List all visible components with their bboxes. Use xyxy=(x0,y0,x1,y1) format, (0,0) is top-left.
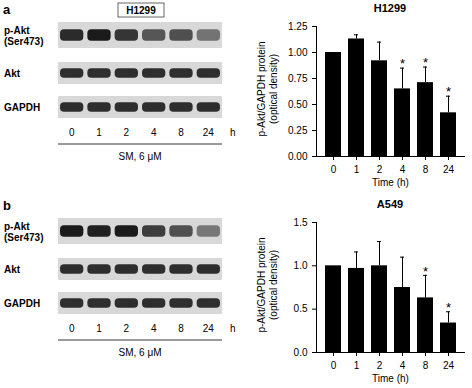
svg-text:24: 24 xyxy=(443,360,455,371)
svg-text:h: h xyxy=(230,127,236,138)
svg-text:0.25: 0.25 xyxy=(288,125,308,136)
svg-text:a: a xyxy=(3,2,11,17)
svg-text:*: * xyxy=(400,56,405,71)
svg-text:0.0: 0.0 xyxy=(294,347,308,358)
svg-text:2: 2 xyxy=(377,164,383,175)
svg-text:0: 0 xyxy=(69,127,75,138)
svg-text:4: 4 xyxy=(400,164,406,175)
svg-text:Akt: Akt xyxy=(4,68,21,79)
svg-text:*: * xyxy=(446,84,451,99)
svg-text:2: 2 xyxy=(377,360,383,371)
svg-text:8: 8 xyxy=(178,127,184,138)
svg-text:2: 2 xyxy=(124,323,130,334)
svg-text:p-Akt(Ser473): p-Akt(Ser473) xyxy=(4,25,43,47)
svg-text:24: 24 xyxy=(443,164,455,175)
svg-text:4: 4 xyxy=(151,127,157,138)
svg-text:2: 2 xyxy=(124,127,130,138)
svg-text:1: 1 xyxy=(96,323,102,334)
svg-text:H1299: H1299 xyxy=(126,5,156,16)
svg-text:1: 1 xyxy=(354,360,360,371)
svg-text:GAPDH: GAPDH xyxy=(4,102,40,113)
svg-text:0: 0 xyxy=(69,323,75,334)
html-text:A549: A549 xyxy=(376,198,404,210)
svg-text:24: 24 xyxy=(203,127,215,138)
svg-text:1.00: 1.00 xyxy=(288,47,308,58)
svg-text:4: 4 xyxy=(151,323,157,334)
svg-text:0.50: 0.50 xyxy=(288,99,308,110)
svg-text:1: 1 xyxy=(96,127,102,138)
svg-text:8: 8 xyxy=(178,323,184,334)
html-text:p-Akt/GAPDH protein (optical d: p-Akt/GAPDH protein (optical density) xyxy=(256,41,279,137)
svg-text:Akt: Akt xyxy=(4,264,21,275)
svg-text:*: * xyxy=(446,300,451,315)
html-text:H1299: H1299 xyxy=(373,2,407,14)
svg-text:1.5: 1.5 xyxy=(294,217,308,228)
svg-text:SM, 6 μM: SM, 6 μM xyxy=(119,347,162,358)
svg-text:GAPDH: GAPDH xyxy=(4,298,40,309)
svg-text:24: 24 xyxy=(203,323,215,334)
svg-text:1.0: 1.0 xyxy=(294,260,308,271)
svg-text:0.75: 0.75 xyxy=(288,73,308,84)
svg-text:1: 1 xyxy=(354,164,360,175)
svg-text:*: * xyxy=(423,264,428,279)
svg-text:4: 4 xyxy=(400,360,406,371)
svg-text:Time (h): Time (h) xyxy=(372,373,409,384)
svg-text:0: 0 xyxy=(331,164,337,175)
svg-text:8: 8 xyxy=(423,360,429,371)
svg-text:0.00: 0.00 xyxy=(288,151,308,162)
svg-text:*: * xyxy=(423,55,428,70)
svg-text:1.25: 1.25 xyxy=(288,21,308,32)
svg-text:h: h xyxy=(230,323,236,334)
svg-text:Time (h): Time (h) xyxy=(372,177,409,188)
svg-text:b: b xyxy=(3,198,11,213)
svg-text:0: 0 xyxy=(331,360,337,371)
svg-text:8: 8 xyxy=(423,164,429,175)
svg-text:0.5: 0.5 xyxy=(294,303,308,314)
html-text:p-Akt/GAPDH protein (optical d: p-Akt/GAPDH protein (optical density) xyxy=(256,237,279,333)
svg-text:SM, 6 μM: SM, 6 μM xyxy=(119,151,162,162)
svg-text:p-Akt(Ser473): p-Akt(Ser473) xyxy=(4,221,43,243)
